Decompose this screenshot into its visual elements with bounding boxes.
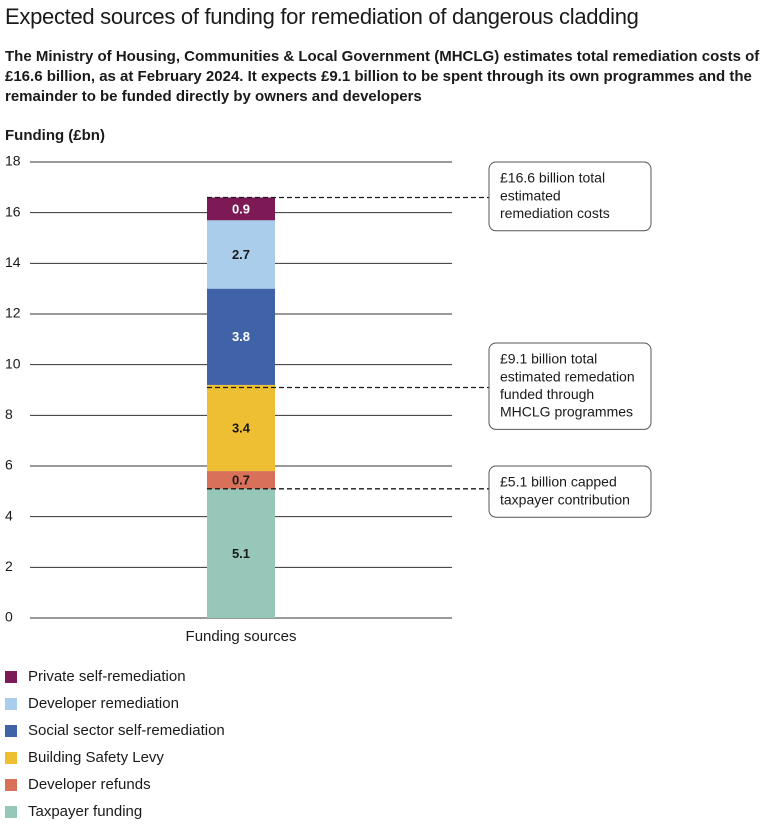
bar-segment	[207, 197, 275, 221]
y-tick-label: 18	[5, 153, 21, 169]
legend-label: Social sector self-remediation	[28, 722, 225, 739]
bar-segment	[207, 288, 275, 385]
bar-segment	[207, 220, 275, 289]
y-tick-label: 14	[5, 254, 21, 270]
legend-swatch	[5, 779, 17, 791]
y-tick-label: 12	[5, 305, 21, 321]
y-tick-label: 2	[5, 558, 13, 574]
y-tick-label: 8	[5, 406, 13, 422]
legend-swatch	[5, 671, 17, 683]
legend-label: Developer refunds	[28, 776, 151, 793]
annotation-text: estimated	[500, 187, 561, 203]
annotation-box	[488, 465, 652, 518]
y-tick-label: 4	[5, 507, 13, 523]
legend-swatch	[5, 725, 17, 737]
data-label: 0.7	[232, 472, 250, 487]
bar-segment	[207, 471, 275, 489]
y-tick-label: 0	[5, 609, 13, 625]
data-label: 5.1	[232, 546, 250, 561]
annotation-text: remediation costs	[500, 205, 610, 221]
y-tick-label: 6	[5, 457, 13, 473]
chart-title: Expected sources of funding for remediat…	[5, 4, 639, 29]
legend-swatch	[5, 698, 17, 710]
annotation-text: £5.1 billion capped	[500, 474, 617, 490]
data-label: 2.7	[232, 247, 250, 262]
annotation-text: taxpayer contribution	[500, 491, 630, 507]
y-axis-title: Funding (£bn)	[5, 127, 105, 144]
annotation-box	[488, 342, 652, 430]
chart-subtitle: The Ministry of Housing, Communities & L…	[5, 48, 760, 105]
legend-label: Private self-remediation	[28, 668, 186, 685]
annotation-text: funded through	[500, 386, 594, 402]
legend-label: Developer remediation	[28, 695, 179, 712]
annotation-box	[488, 161, 652, 232]
bar-segment	[207, 384, 275, 472]
y-tick-label: 16	[5, 203, 21, 219]
data-label: 3.8	[232, 329, 250, 344]
data-label: 3.4	[232, 420, 251, 435]
y-tick-label: 10	[5, 355, 21, 371]
annotation-text: £9.1 billion total	[500, 351, 597, 367]
annotation-text: estimated remedation	[500, 368, 635, 384]
bar-segment	[207, 488, 275, 618]
legend-swatch	[5, 752, 17, 764]
legend-swatch	[5, 806, 17, 818]
data-label: 0.9	[232, 201, 250, 216]
legend-label: Building Safety Levy	[28, 749, 164, 766]
annotation-text: MHCLG programmes	[500, 404, 633, 420]
x-tick-label: Funding sources	[186, 628, 297, 645]
legend-label: Taxpayer funding	[28, 803, 142, 820]
annotation-text: £16.6 billion total	[500, 170, 605, 186]
